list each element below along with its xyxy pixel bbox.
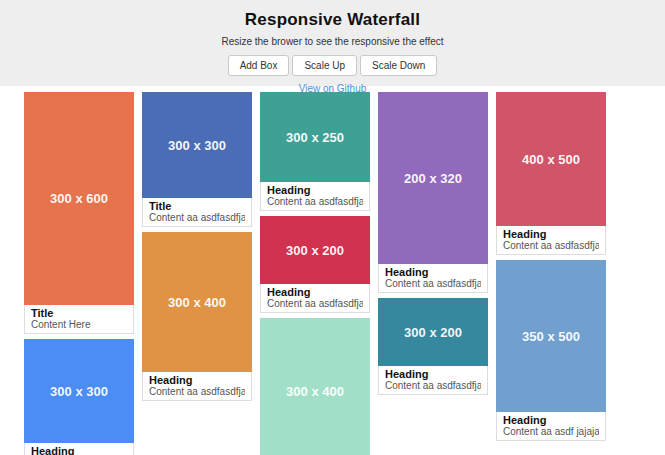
card-caption: HeadingContent aa asdfasdfjal [260, 284, 370, 313]
card-caption: TitleContent Here [24, 305, 134, 334]
size-label: 300 x 600 [50, 191, 108, 206]
size-label: 300 x 400 [168, 295, 226, 310]
size-label: 350 x 500 [522, 329, 580, 344]
card-title: Heading [503, 414, 599, 426]
card-caption: HeadingContent aa asdfasdfjal [142, 372, 252, 401]
waterfall-column: 300 x 300TitleContent aa asdfasdfjal300 … [142, 92, 252, 401]
card-content-text: Content aa asdf jajajal [503, 426, 599, 437]
size-label: 200 x 320 [404, 171, 462, 186]
waterfall-card: 200 x 320 HeadingContent aa asdfasdfjal [378, 92, 488, 293]
card-content-text: Content Here [31, 319, 127, 330]
page-title: Responsive Waterfall [18, 10, 648, 30]
waterfall-column: 400 x 500HeadingContent aa asdfasdfjal35… [496, 92, 606, 441]
waterfall-card: 400 x 500 HeadingContent aa asdfasdfjal [496, 92, 606, 255]
placeholder-image: 300 x 300 [24, 339, 134, 443]
card-content-text: Content aa asdfasdfjal [503, 240, 599, 251]
card-title: Heading [385, 266, 481, 278]
placeholder-image: 400 x 500 [496, 92, 606, 226]
size-label: 400 x 500 [522, 152, 580, 167]
add-box-button[interactable]: Add Box [228, 55, 290, 76]
waterfall-card: 300 x 300 TitleContent aa asdfasdfjal [142, 92, 252, 227]
waterfall-column: 300 x 600 TitleContent Here 300 x 300 Headi… [24, 92, 134, 455]
card-title: Heading [385, 368, 481, 380]
card-content-text: Content aa asdfasdfjal [385, 380, 481, 391]
card-content-text: Content aa asdfasdfjal [267, 196, 363, 207]
size-label: 300 x 400 [286, 384, 344, 399]
placeholder-image: 300 x 250 [260, 92, 370, 182]
placeholder-image: 300 x 300 [142, 92, 252, 198]
placeholder-image: 300 x 200 [378, 298, 488, 366]
waterfall-card: 300 x 600 TitleContent Here [24, 92, 134, 334]
card-caption: HeadingContent aa asdfasdfjal [496, 226, 606, 255]
button-row: Add Box Scale Up Scale Down [18, 55, 648, 76]
waterfall-card: 300 x 400 HeadingContent aa asdfasdfjal [142, 232, 252, 401]
card-content-text: Content aa asdfasdfjal [149, 386, 245, 397]
card-title: Heading [149, 374, 245, 386]
waterfall-card: 300 x 300 Heading [24, 339, 134, 455]
waterfall-card: 300 x 400 [260, 318, 370, 455]
waterfall-column: 300 x 250HeadingContent aa asdfasdfjal30… [260, 92, 370, 455]
card-caption: HeadingContent aa asdfasdfjal [378, 264, 488, 293]
placeholder-image: 300 x 600 [24, 92, 134, 305]
scale-down-button[interactable]: Scale Down [360, 55, 437, 76]
waterfall-column: 200 x 320HeadingContent aa asdfasdfjal30… [378, 92, 488, 395]
card-caption: TitleContent aa asdfasdfjal [142, 198, 252, 227]
size-label: 300 x 300 [168, 138, 226, 153]
card-title: Heading [31, 445, 127, 455]
size-label: 300 x 300 [50, 384, 108, 399]
placeholder-image: 300 x 400 [260, 318, 370, 455]
waterfall-grid: 300 x 600TitleContent Here300 x 300Headi… [24, 92, 606, 455]
card-content-text: Content aa asdfasdfjal [267, 298, 363, 309]
scale-up-button[interactable]: Scale Up [292, 55, 357, 76]
placeholder-image: 300 x 200 [260, 216, 370, 284]
card-caption: HeadingContent aa asdfasdfjal [378, 366, 488, 395]
card-caption: HeadingContent aa asdf jajajal [496, 412, 606, 441]
placeholder-image: 350 x 500 [496, 260, 606, 412]
waterfall-card: 300 x 250 HeadingContent aa asdfasdfjal [260, 92, 370, 211]
card-title: Title [31, 307, 127, 319]
placeholder-image: 200 x 320 [378, 92, 488, 264]
page-subtitle: Resize the brower to see the responsive … [18, 36, 648, 47]
waterfall-card: 350 x 500 HeadingContent aa asdf jajajal [496, 260, 606, 441]
waterfall-card: 300 x 200 HeadingContent aa asdfasdfjal [378, 298, 488, 395]
page-header: Responsive Waterfall Resize the brower t… [0, 0, 665, 86]
card-title: Heading [503, 228, 599, 240]
size-label: 300 x 200 [286, 243, 344, 258]
size-label: 300 x 250 [286, 130, 344, 145]
card-title: Title [149, 200, 245, 212]
card-caption: HeadingContent aa asdfasdfjal [260, 182, 370, 211]
size-label: 300 x 200 [404, 325, 462, 340]
card-caption: Heading [24, 443, 134, 455]
card-content-text: Content aa asdfasdfjal [385, 278, 481, 289]
card-title: Heading [267, 286, 363, 298]
placeholder-image: 300 x 400 [142, 232, 252, 372]
waterfall-card: 300 x 200 HeadingContent aa asdfasdfjal [260, 216, 370, 313]
card-content-text: Content aa asdfasdfjal [149, 212, 245, 223]
card-title: Heading [267, 184, 363, 196]
